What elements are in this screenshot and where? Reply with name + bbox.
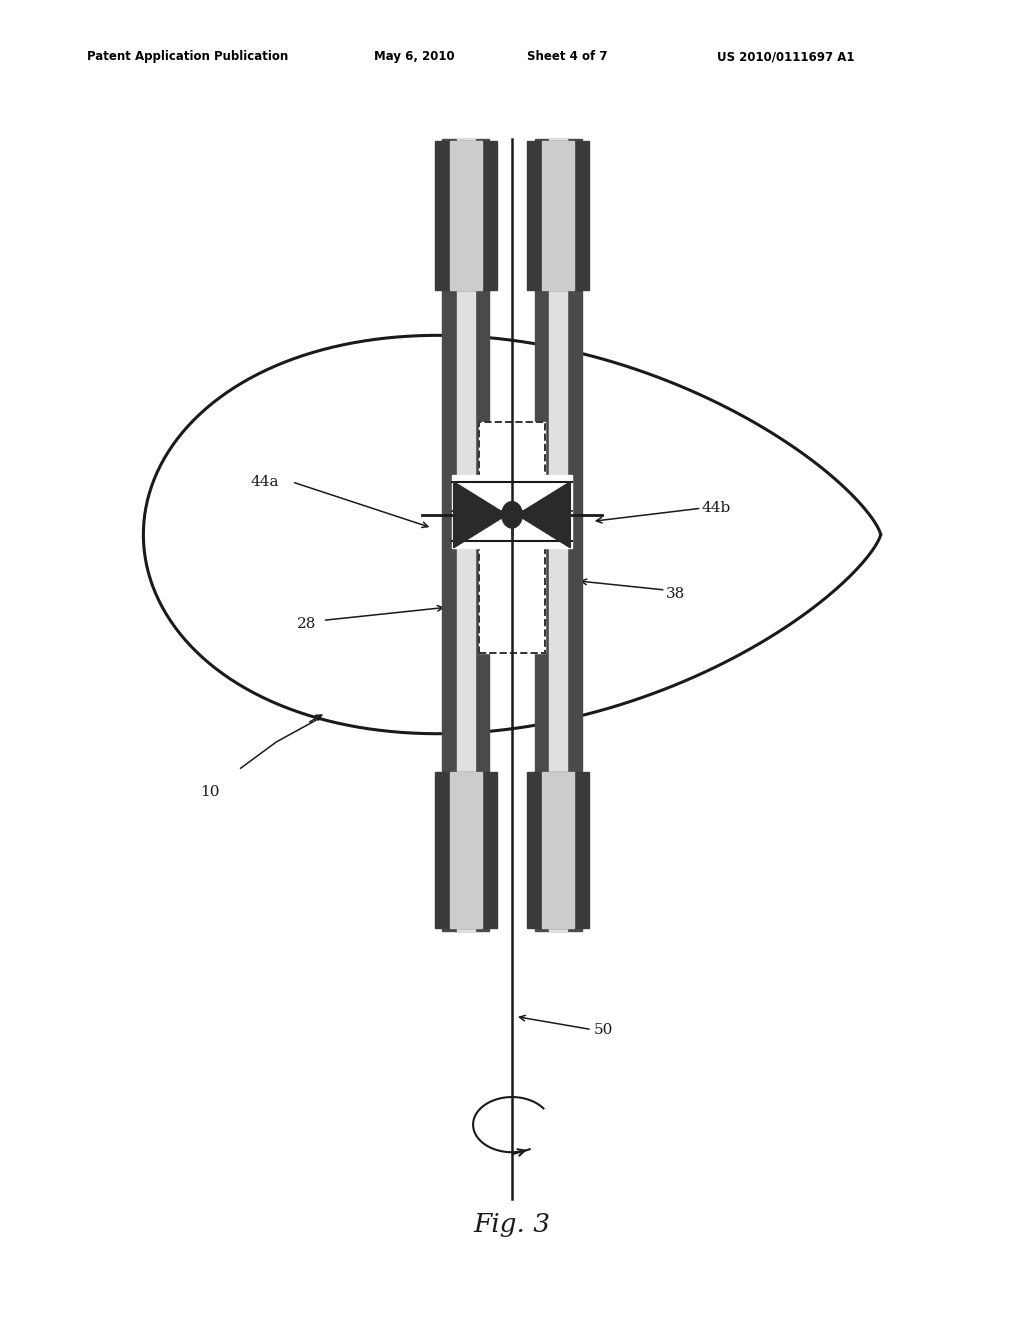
Polygon shape [454,482,507,548]
Text: Patent Application Publication: Patent Application Publication [87,50,289,63]
Text: 38: 38 [666,587,685,601]
Bar [527,772,589,928]
Text: 46: 46 [530,581,550,595]
Text: 50: 50 [594,1023,613,1036]
Bar [457,139,475,931]
Text: 10: 10 [200,785,219,799]
Text: May 6, 2010: May 6, 2010 [374,50,455,63]
Text: 42: 42 [471,368,490,383]
Text: 28: 28 [297,618,316,631]
Bar [452,475,572,548]
Bar [435,141,497,290]
Bar [479,422,545,653]
Bar [527,141,589,290]
Bar [542,141,574,290]
Bar [542,772,574,928]
Bar [442,139,489,931]
Text: 44a: 44a [251,475,280,488]
Text: 44b: 44b [701,502,731,515]
Text: Fig. 3: Fig. 3 [473,1213,551,1237]
Text: Sheet 4 of 7: Sheet 4 of 7 [527,50,608,63]
Polygon shape [517,482,570,548]
Bar [479,422,545,653]
Bar [535,139,582,931]
Bar [450,141,482,290]
Bar [435,772,497,928]
Text: US 2010/0111697 A1: US 2010/0111697 A1 [717,50,854,63]
Bar [549,139,567,931]
Circle shape [502,502,522,528]
Bar [450,772,482,928]
